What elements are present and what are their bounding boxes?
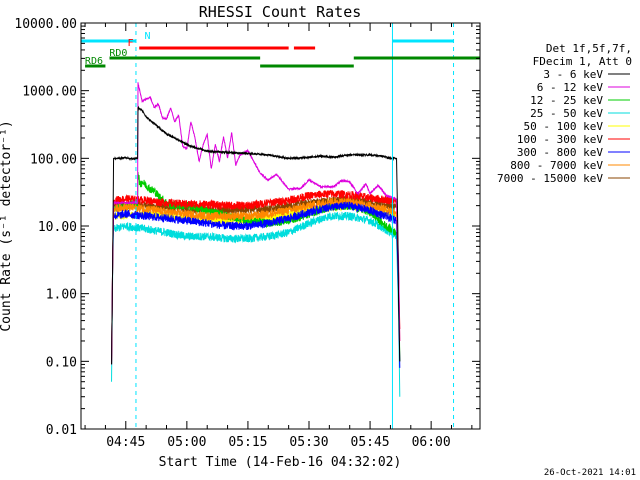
flag-label-n: N (145, 31, 151, 42)
legend-label-300to800keV: 300 - 800 keV (517, 146, 603, 159)
x-tick-label: 05:30 (289, 435, 328, 450)
y-tick-label: 10.00 (38, 220, 77, 235)
y-tick-label: 1.00 (46, 288, 77, 303)
footer-timestamp: 26-Oct-2021 14:01 (544, 468, 636, 478)
flag-label-rd6: RD6 (85, 56, 103, 67)
legend-label-7000to15000keV: 7000 - 15000 keV (497, 172, 603, 185)
legend-label-3to6keV: 3 - 6 keV (543, 68, 603, 81)
series-line-100to300keV (111, 189, 401, 365)
x-tick-label: 05:00 (167, 435, 206, 450)
chart-title: RHESSI Count Rates (199, 3, 362, 21)
legend-label-100to300keV: 100 - 300 keV (517, 133, 603, 146)
x-tick-label: 05:45 (351, 435, 390, 450)
y-axis-label: Count Rate (s⁻¹ detector⁻¹) (0, 120, 14, 331)
legend-header-line-2: FDecim 1, Att 0 (533, 55, 632, 68)
y-tick-label: 100.00 (30, 152, 77, 167)
legend-header-line-1: Det 1f,5f,7f, (546, 42, 632, 55)
flag-label-f: F (127, 38, 133, 49)
series-layer (111, 82, 401, 397)
y-tick-label: 0.10 (46, 355, 77, 370)
legend-label-12to25keV: 12 - 25 keV (530, 94, 603, 107)
series-line-800to7000keV (111, 196, 401, 365)
y-tick-label: 0.01 (46, 423, 77, 438)
vline-layer (135, 23, 455, 429)
axis-layer: 10000.00 1000.00 100.00 10.00 1.00 0.10 0.01 04… (14, 17, 480, 450)
x-tick-label: 04:45 (106, 435, 145, 450)
series-line-300to800keV (111, 201, 401, 368)
x-tick-label: 06:00 (412, 435, 451, 450)
series-line-6to12keV (111, 82, 401, 365)
legend-label-50to100keV: 50 - 100 keV (524, 120, 604, 133)
legend-label-6to12keV: 6 - 12 keV (537, 81, 604, 94)
legend-label-800to7000keV: 800 - 7000 keV (510, 159, 603, 172)
y-tick-label: 10000.00 (14, 17, 77, 32)
x-tick-label: 05:15 (228, 435, 267, 450)
x-axis-label: Start Time (14-Feb-16 04:32:02) (159, 455, 402, 470)
flag-label-rd0: RD0 (109, 48, 127, 59)
y-tick-label: 1000.00 (22, 85, 77, 100)
legend-label-25to50keV: 25 - 50 keV (530, 107, 603, 120)
series-line-3to6keV (111, 105, 401, 365)
series-line-25to50keV (111, 211, 401, 397)
